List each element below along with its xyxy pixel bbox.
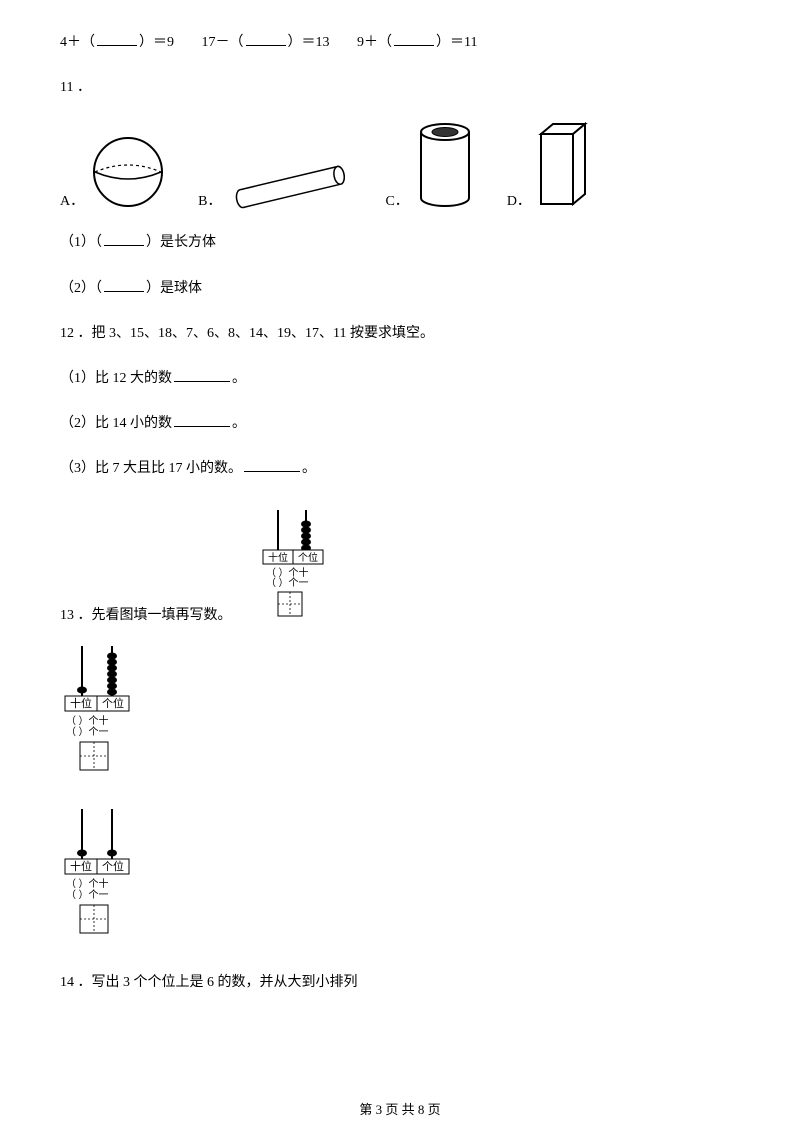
abacus-3: 十位 个位 （ ）个十 （ ）个一 [60, 807, 140, 937]
shape-d: D． [507, 120, 595, 210]
sphere-icon [88, 134, 168, 210]
abacus-icon: 十位 个位 （ ）个十 （ ）个一 [60, 807, 140, 937]
abacus-icon: 十位 个位 （ ）个十 （ ）个一 [60, 644, 140, 774]
svg-text:十位: 十位 [70, 859, 92, 873]
shape-c: C． [385, 120, 476, 210]
svg-text:个位: 个位 [102, 696, 124, 710]
svg-text:（ ）个十: （ ）个十 [66, 714, 109, 727]
blank[interactable] [246, 32, 286, 46]
cuboid-icon [535, 120, 595, 210]
q12-sub3: （3）比 7 大且比 17 小的数。。 [60, 456, 740, 481]
q10-eq3-a: 9＋（ [357, 35, 392, 50]
q14-title: 14 ．写出 3 个个位上是 6 的数，并从大到小排列 [60, 972, 740, 994]
q10-eq1-a: 4＋（ [60, 35, 95, 50]
page-footer: 第 3 页 共 8 页 [0, 1099, 800, 1118]
svg-text:个位: 个位 [298, 551, 318, 564]
blank[interactable] [244, 458, 300, 472]
abacus-icon: 十位 个位 （ ）个十 （ ）个一 [258, 508, 328, 618]
label-a: A． [60, 190, 84, 210]
q11-number: 11 ． [60, 75, 740, 100]
q11-shapes: A． B． C． D． [60, 120, 740, 210]
svg-text:（ ）个一: （ ）个一 [66, 726, 109, 738]
blank[interactable] [174, 368, 230, 382]
q10-eq2-a: 17－（ [202, 35, 244, 50]
blank[interactable] [394, 32, 434, 46]
q10-eq3-b: ）＝11 [436, 35, 477, 50]
label-c: C． [385, 190, 408, 210]
svg-text:十位: 十位 [268, 551, 288, 564]
q13-title: 13 ．先看图填一填再写数。 [60, 604, 232, 624]
q12-sub1: （1）比 12 大的数。 [60, 366, 740, 391]
shape-b: B． [198, 160, 355, 210]
q11-sub2: （2）（）是球体 [60, 276, 740, 301]
blank[interactable] [104, 278, 144, 292]
svg-text:（ ）个十: （ ）个十 [66, 877, 109, 890]
cylinder-icon [413, 120, 477, 210]
svg-text:十位: 十位 [70, 696, 92, 710]
label-d: D． [507, 190, 531, 210]
blank[interactable] [174, 413, 230, 427]
label-b: B． [198, 190, 221, 210]
q11-sub1: （1）（）是长方体 [60, 230, 740, 255]
q10-eq1-b: ）＝9 [139, 35, 174, 50]
q12-title: 12 ．把 3、15、18、7、6、8、14、19、17、11 按要求填空。 [60, 321, 740, 346]
svg-text:（ ）个一: （ ）个一 [266, 577, 309, 589]
svg-text:（ ）个一: （ ）个一 [66, 889, 109, 901]
blank[interactable] [97, 32, 137, 46]
blank[interactable] [104, 232, 144, 246]
abacus-2: 十位 个位 （ ）个十 （ ）个一 [60, 644, 140, 774]
shape-a: A． [60, 134, 168, 210]
abacus-1: 十位 个位 （ ）个十 （ ）个一 [258, 508, 328, 618]
svg-text:个位: 个位 [102, 859, 124, 873]
q12-sub2: （2）比 14 小的数。 [60, 411, 740, 436]
q10-equations: 4＋（ ）＝9 17－（ ）＝13 9＋（ ）＝11 [60, 30, 740, 55]
q10-eq2-b: ）＝13 [288, 35, 330, 50]
rod-icon [225, 160, 355, 210]
